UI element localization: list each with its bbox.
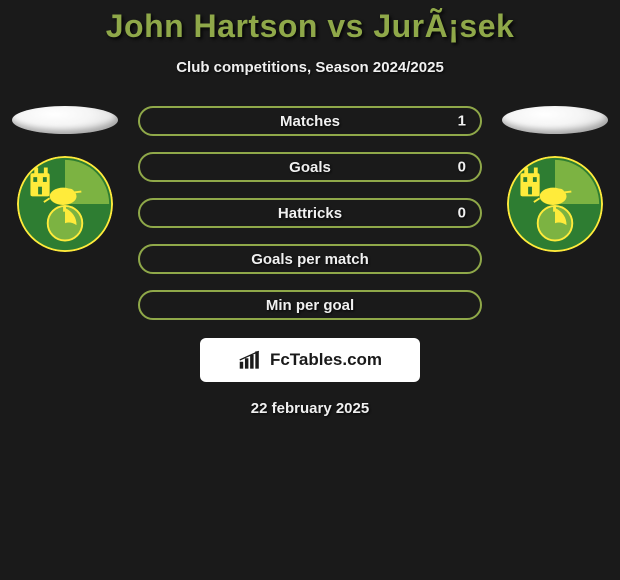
stat-value-right: 0 (458, 205, 466, 222)
stat-label: Goals (289, 159, 331, 176)
club-badge-icon (17, 156, 113, 252)
bar-chart-icon (238, 349, 264, 371)
player-right-avatar-placeholder (502, 106, 608, 134)
comparison-card: John Hartson vs JurÃ¡sek Club competitio… (0, 0, 620, 417)
brand-text: FcTables.com (270, 350, 382, 370)
stat-label: Min per goal (266, 297, 354, 314)
stat-row-matches: Matches 1 (138, 106, 482, 136)
stat-row-goals-per-match: Goals per match (138, 244, 482, 274)
stat-row-hattricks: Hattricks 0 (138, 198, 482, 228)
date-line: 22 february 2025 (0, 400, 620, 417)
stat-value-right: 1 (458, 113, 466, 130)
player-right-club-badge (507, 156, 603, 252)
club-badge-icon (507, 156, 603, 252)
stat-label: Hattricks (278, 205, 342, 222)
main-row: Matches 1 Goals 0 Hattricks 0 Goals per … (0, 106, 620, 320)
player-left-avatar-placeholder (12, 106, 118, 134)
player-left-column (6, 106, 124, 252)
page-title: John Hartson vs JurÃ¡sek (0, 8, 620, 45)
stat-value-right: 0 (458, 159, 466, 176)
player-left-club-badge (17, 156, 113, 252)
subtitle: Club competitions, Season 2024/2025 (0, 59, 620, 76)
brand-logo[interactable]: FcTables.com (200, 338, 420, 382)
stat-label: Matches (280, 113, 340, 130)
stats-column: Matches 1 Goals 0 Hattricks 0 Goals per … (124, 106, 496, 320)
stat-row-min-per-goal: Min per goal (138, 290, 482, 320)
player-right-column (496, 106, 614, 252)
stat-label: Goals per match (251, 251, 369, 268)
stat-row-goals: Goals 0 (138, 152, 482, 182)
